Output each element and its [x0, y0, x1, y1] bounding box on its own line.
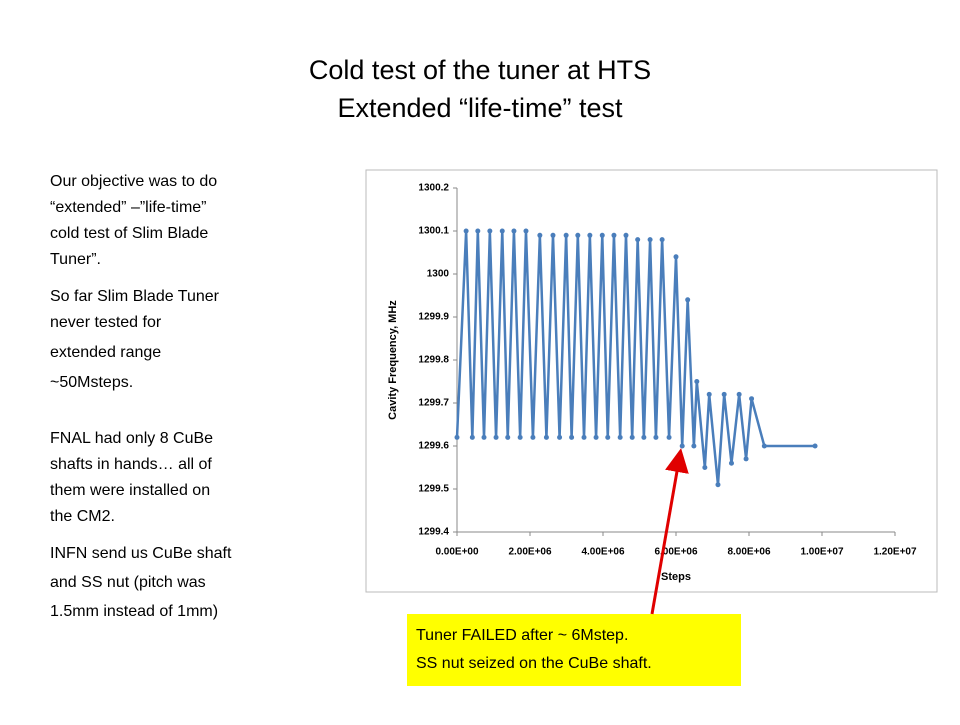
body-line: extended range: [50, 344, 161, 361]
y-tick-label: 1299.6: [418, 441, 449, 452]
body-line: ~50Msteps.: [50, 374, 133, 391]
x-tick-label: 6.00E+06: [654, 547, 698, 558]
data-point: [611, 232, 617, 238]
data-point: [605, 434, 611, 440]
y-tick-label: 1299.9: [418, 312, 449, 323]
x-tick-label: 1.20E+07: [873, 547, 917, 558]
body-line: cold test of Slim Blade: [50, 225, 208, 242]
x-tick-label: 1.00E+07: [800, 547, 844, 558]
y-tick-label: 1299.5: [418, 484, 449, 495]
body-line: “extended” –”life-time”: [50, 199, 207, 216]
data-point: [761, 443, 767, 449]
data-point: [702, 465, 708, 470]
data-point: [599, 232, 605, 238]
data-point: [587, 232, 593, 238]
x-axis-title: Steps: [661, 571, 691, 583]
data-point: [736, 391, 742, 397]
x-tick-label: 4.00E+06: [581, 547, 625, 558]
data-point: [715, 482, 721, 488]
body-line: So far Slim Blade Tuner: [50, 288, 220, 305]
data-point: [694, 379, 700, 384]
y-tick-label: 1299.8: [418, 355, 449, 366]
data-point: [581, 434, 587, 440]
data-point: [593, 434, 599, 440]
data-point: [666, 434, 672, 440]
data-point: [629, 434, 635, 440]
data-point: [475, 228, 481, 234]
chart: 1299.4 1299.5 1299.6 1299.7 1299.8 1299.9 1300…: [387, 183, 917, 583]
x-tick-label: 0.00E+00: [435, 547, 479, 558]
data-point: [530, 434, 536, 440]
body-line: Tuner”.: [50, 251, 101, 268]
data-point: [679, 443, 685, 449]
data-point: [557, 434, 563, 440]
data-point: [706, 391, 712, 397]
data-point: [685, 297, 691, 303]
data-point: [812, 443, 818, 449]
data-point: [481, 434, 487, 440]
callout-box: [407, 614, 741, 686]
data-point: [487, 228, 493, 234]
chart-frame: [365, 169, 938, 593]
body-line: INFN send us CuBe shaft: [50, 545, 232, 562]
y-tick-label: 1300.1: [418, 226, 449, 237]
data-point: [537, 232, 543, 238]
callout-text: Tuner FAILED after ~ 6Mstep.: [416, 627, 628, 644]
data-point: [543, 434, 549, 440]
body-line: and SS nut (pitch was: [50, 574, 206, 591]
y-tick-label: 1299.7: [418, 398, 449, 409]
body-line: 1.5mm instead of 1mm): [50, 603, 218, 620]
body-text: Our objective was to do “extended” –”life…: [50, 173, 232, 620]
data-point: [523, 228, 529, 234]
data-point: [569, 434, 575, 440]
body-line: them were installed on: [50, 482, 210, 499]
data-point: [641, 434, 647, 440]
data-point: [647, 237, 653, 243]
body-line: the CM2.: [50, 508, 115, 525]
data-point: [659, 237, 665, 243]
data-point: [493, 434, 499, 440]
slide-subtitle: Extended “life-time” test: [337, 93, 623, 123]
data-point: [749, 396, 755, 402]
slide-title: Cold test of the tuner at HTS: [309, 55, 651, 85]
data-point: [575, 232, 581, 238]
arrow: [650, 448, 689, 615]
y-tick-label: 1300.2: [418, 183, 449, 194]
data-point: [691, 443, 697, 449]
body-line: never tested for: [50, 314, 162, 331]
data-point: [454, 434, 460, 440]
data-point: [673, 254, 679, 260]
data-point: [550, 232, 556, 238]
x-tick-label: 2.00E+06: [508, 547, 552, 558]
data-point: [517, 434, 523, 440]
data-point: [505, 434, 511, 440]
data-point: [499, 228, 505, 234]
data-point: [463, 228, 469, 234]
data-point: [469, 434, 475, 440]
x-tick-label: 8.00E+06: [727, 547, 771, 558]
data-point: [653, 434, 659, 440]
y-axis-title: Cavity Frequency, MHz: [387, 300, 399, 420]
data-point: [563, 232, 569, 238]
data-point: [623, 232, 629, 238]
data-point: [635, 237, 641, 243]
y-tick-label: 1300: [427, 269, 450, 280]
y-tick-label: 1299.4: [418, 527, 449, 538]
data-point: [721, 391, 727, 397]
body-line: Our objective was to do: [50, 173, 217, 190]
data-line: [455, 230, 816, 485]
body-line: FNAL had only 8 CuBe: [50, 430, 213, 447]
data-point: [728, 460, 734, 466]
body-line: shafts in hands… all of: [50, 456, 212, 473]
data-point: [743, 456, 749, 462]
callout-text: SS nut seized on the CuBe shaft.: [416, 655, 652, 672]
data-point: [511, 228, 517, 234]
data-point: [617, 434, 623, 440]
